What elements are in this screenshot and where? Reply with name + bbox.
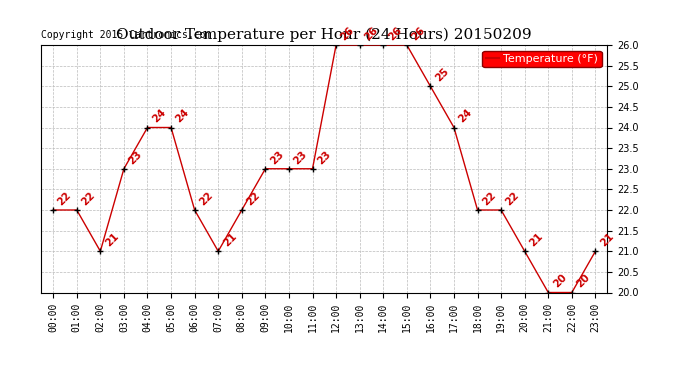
Title: Outdoor Temperature per Hour (24 Hours) 20150209: Outdoor Temperature per Hour (24 Hours) … xyxy=(117,28,532,42)
Text: 21: 21 xyxy=(598,231,615,249)
Text: 22: 22 xyxy=(504,190,521,207)
Text: 21: 21 xyxy=(221,231,238,249)
Text: 26: 26 xyxy=(410,25,427,42)
Text: 23: 23 xyxy=(268,148,286,166)
Text: 24: 24 xyxy=(457,107,474,125)
Text: 20: 20 xyxy=(551,272,569,290)
Text: 24: 24 xyxy=(174,107,191,125)
Text: Copyright 2015 Cartronics.com: Copyright 2015 Cartronics.com xyxy=(41,30,212,40)
Text: 21: 21 xyxy=(527,231,545,249)
Text: 20: 20 xyxy=(575,272,592,290)
Text: 26: 26 xyxy=(362,25,380,42)
Text: 23: 23 xyxy=(127,148,144,166)
Text: 22: 22 xyxy=(244,190,262,207)
Text: 23: 23 xyxy=(315,148,333,166)
Text: 21: 21 xyxy=(103,231,121,249)
Text: 23: 23 xyxy=(292,148,309,166)
Text: 25: 25 xyxy=(433,66,451,84)
Text: 26: 26 xyxy=(339,25,356,42)
Text: 24: 24 xyxy=(150,107,168,125)
Text: 22: 22 xyxy=(197,190,215,207)
Text: 22: 22 xyxy=(56,190,73,207)
Text: 26: 26 xyxy=(386,25,404,42)
Text: 22: 22 xyxy=(79,190,97,207)
Legend: Temperature (°F): Temperature (°F) xyxy=(482,51,602,67)
Text: 22: 22 xyxy=(480,190,497,207)
